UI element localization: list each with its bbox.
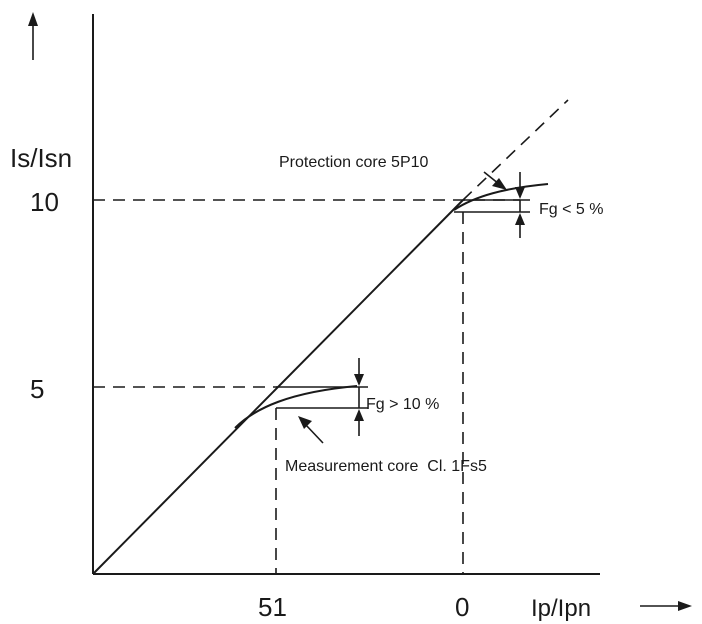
x-axis-arrow-icon xyxy=(640,601,692,611)
y-tick-5: 5 xyxy=(30,374,44,404)
x-tick-0: 0 xyxy=(455,592,469,622)
protection-fg-dimension xyxy=(515,172,525,238)
x-tick-51: 51 xyxy=(258,592,287,622)
measurement-fg-label: Fg > 10 % xyxy=(366,396,439,413)
measurement-core-label: Measurement core Cl. 1Fs5 xyxy=(285,458,487,475)
measurement-core-pointer-icon xyxy=(298,416,324,444)
y-axis-label: Is/Isn xyxy=(10,143,72,173)
protection-core-curve xyxy=(453,183,549,211)
x-axis-label: Ip/Ipn xyxy=(531,595,591,622)
protection-fg-label: Fg < 5 % xyxy=(539,201,603,218)
ideal-extension-dash xyxy=(462,99,569,201)
y-tick-10: 10 xyxy=(30,187,59,217)
protection-core-pointer-icon xyxy=(483,171,507,190)
measurement-core-curve xyxy=(234,385,358,429)
protection-core-label: Protection core 5P10 xyxy=(279,154,429,171)
y-axis-arrow-icon xyxy=(28,12,38,60)
measurement-fg-dimension xyxy=(354,358,364,436)
